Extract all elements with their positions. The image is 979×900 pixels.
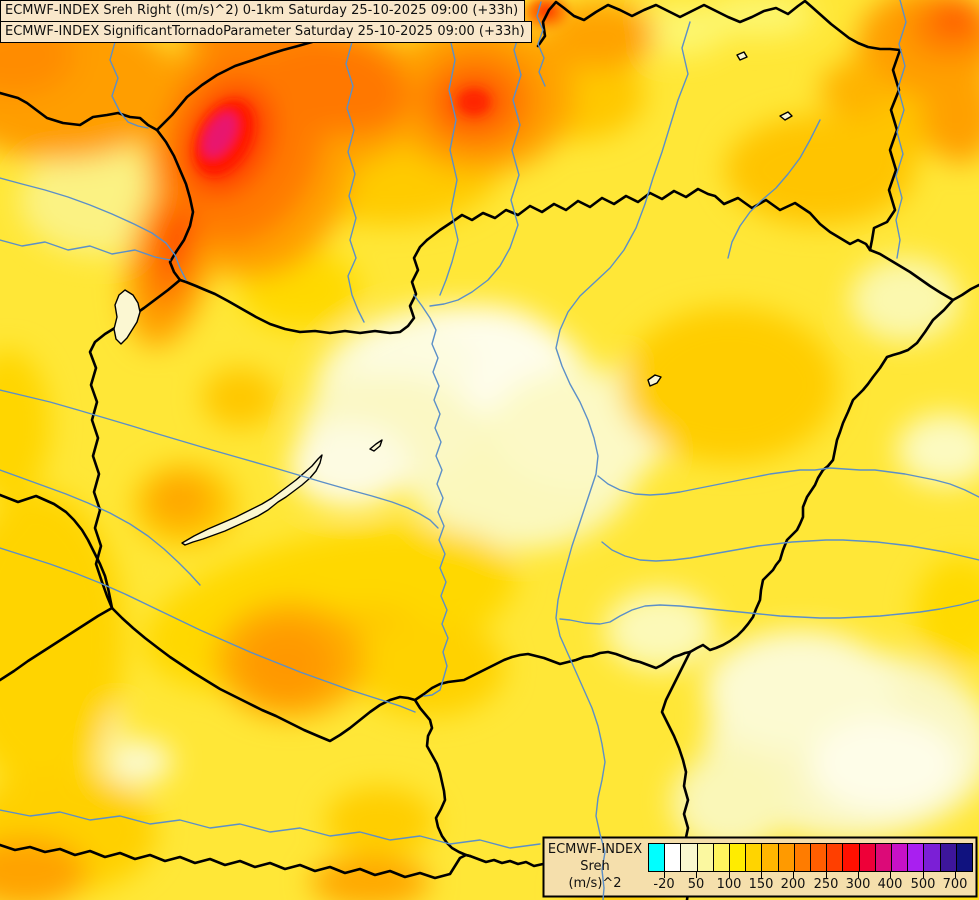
title-box-line-1: ECMWF-INDEX Sreh Right ((m/s)^2) 0-1km S…: [0, 0, 526, 22]
colorbar: [648, 843, 974, 872]
colorbar-tick: [858, 872, 859, 878]
river-danube-hungary: [413, 294, 449, 697]
river-dyje: [0, 239, 171, 261]
river-hron: [429, 0, 523, 307]
colorbar-swatch: [696, 843, 714, 872]
river-koros-north: [597, 467, 979, 498]
colorbar-tick: [664, 872, 665, 878]
colorbar-swatch: [761, 843, 779, 872]
colorbar-swatch: [680, 843, 698, 872]
colorbar-tick-label: 100: [716, 877, 742, 892]
colorbar-swatch: [664, 843, 682, 872]
colorbar-swatch: [745, 843, 763, 872]
nw-hotspot-crimson-core: [203, 113, 237, 157]
river-mura: [0, 469, 201, 586]
lake-velence: [369, 439, 383, 452]
river-bodrog: [727, 119, 821, 259]
river-raba: [0, 389, 439, 529]
colorbar-tick-label: 50: [687, 877, 705, 892]
colorbar-tick-label: 200: [780, 877, 806, 892]
colorbar-tick-label: 300: [845, 877, 871, 892]
colorbar-tick-label: 250: [813, 877, 839, 892]
lake-slovakia-1: [736, 51, 748, 61]
border-hungary-romania: [688, 298, 955, 654]
legend-units-label: (m/s)^2: [568, 876, 622, 891]
lake-ferto: [113, 289, 141, 345]
colorbar-tick: [793, 872, 794, 878]
colorbar-tick: [729, 872, 730, 878]
colorbar-tick: [890, 872, 891, 878]
border-danube-slovakia-hungary: [178, 238, 429, 335]
border-croatia-bosnia: [0, 843, 689, 880]
north-hotspot-core: [458, 89, 490, 115]
colorbar-swatch: [712, 843, 731, 872]
heatmap-hotspot-cores: [194, 0, 568, 176]
legend-product-label: ECMWF-INDEX: [547, 842, 643, 857]
colorbar-tick-label: 400: [877, 877, 903, 892]
border-ukraine-romania: [868, 248, 979, 302]
colorbar-swatch: [648, 843, 666, 872]
river-drava: [0, 547, 416, 713]
river-koros-south: [601, 539, 979, 562]
colorbar-swatch: [777, 843, 795, 872]
colorbar-tick-label: 700: [942, 877, 968, 892]
legend-parameter-label: Sreh: [580, 859, 610, 874]
colorbar-swatch: [729, 843, 747, 872]
colorbar-swatch: [826, 843, 844, 872]
river-danube-upper: [0, 177, 187, 281]
legend: ECMWF-INDEX Sreh (m/s)^2 -20 50 100 150 …: [543, 837, 977, 897]
forecast-title: ECMWF-INDEX Sreh Right ((m/s)^2) 0-1km S…: [5, 3, 519, 18]
colorbar-swatch: [842, 843, 860, 872]
colorbar-swatch: [955, 843, 974, 872]
colorbar-swatch: [793, 843, 812, 872]
border-hungary-south: [110, 606, 692, 743]
lake-slovakia-2: [779, 111, 793, 121]
border-croatia-serbia: [413, 698, 472, 858]
river-tisza: [555, 21, 691, 900]
river-poprad: [536, 1, 546, 87]
river-sava: [0, 809, 541, 849]
colorbar-swatch: [810, 843, 828, 872]
border-austria-west: [155, 128, 195, 282]
colorbar-swatch: [858, 843, 876, 872]
river-nitra: [439, 0, 459, 296]
river-maros: [559, 599, 979, 625]
colorbar-swatch: [939, 843, 957, 872]
river-morava: [109, 41, 149, 129]
colorbar-swatch: [891, 843, 909, 872]
colorbar-tick-label: 150: [748, 877, 774, 892]
river-szamos: [895, 0, 907, 259]
colorbar-tick: [761, 872, 762, 878]
legend-labels: ECMWF-INDEX Sreh (m/s)^2: [545, 841, 645, 892]
border-poland-slovakia-ukraine: [536, 0, 902, 52]
colorbar-swatch: [874, 843, 893, 872]
colorbar-tick: [696, 872, 697, 878]
river-vah: [344, 0, 365, 323]
colorbar-swatch: [907, 843, 925, 872]
lakes: [113, 51, 793, 546]
border-slovenia-croatia: [0, 606, 114, 682]
title-box-line-2: ECMWF-INDEX SignificantTornadoParameter …: [0, 21, 532, 43]
colorbar-tick: [826, 872, 827, 878]
colorbar-tick: [955, 872, 956, 878]
colorbar-tick: [923, 872, 924, 878]
colorbar-swatch: [923, 843, 941, 872]
lake-balaton: [181, 454, 323, 546]
lake-tisza: [647, 374, 662, 387]
colorbar-tick-label: 500: [910, 877, 936, 892]
border-hungary-north: [425, 187, 872, 252]
forecast-subtitle: ECMWF-INDEX SignificantTornadoParameter …: [5, 24, 525, 39]
colorbar-tick-label: -20: [653, 877, 675, 892]
border-austria-czech: [0, 91, 159, 132]
